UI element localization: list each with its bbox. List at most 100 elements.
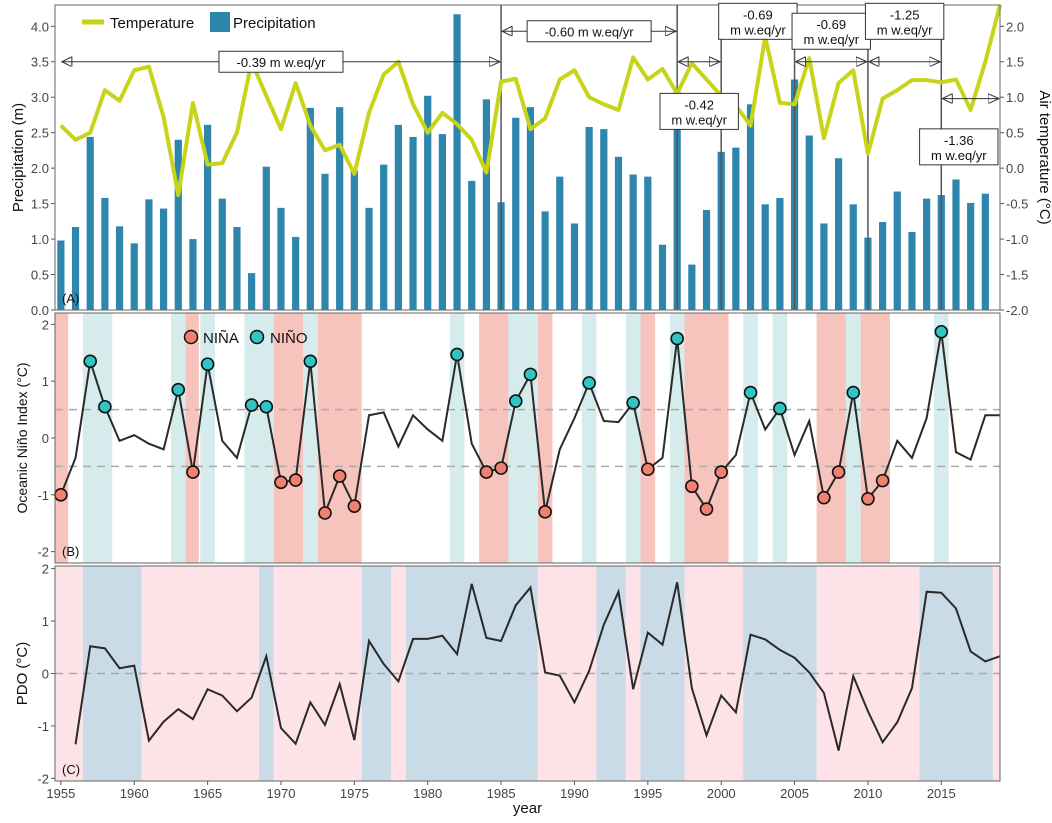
nina-point-2010 [861, 491, 875, 506]
nino-point-2004 [773, 401, 787, 416]
nino-point-1991 [582, 376, 596, 390]
precip-bar-1986 [512, 117, 520, 310]
legend-nina-swatch [183, 329, 199, 345]
precip-bar-2013 [908, 231, 916, 310]
trend-label-0: -0.39 m w.eq/yr [237, 55, 327, 70]
precip-bar-1971 [292, 236, 300, 310]
xtick-label: 2000 [707, 786, 736, 801]
precip-bar-1958 [101, 197, 109, 310]
trend-label-3: -0.69 [743, 7, 773, 22]
nino-band [669, 313, 685, 563]
legend-precip-label: Precipitation [233, 15, 316, 32]
xtick-label: 2010 [853, 786, 882, 801]
precip-bar-1976 [365, 207, 373, 310]
precip-bar-1974 [336, 107, 344, 311]
axes-layer [51, 4, 1004, 785]
panel-label-b: (B) [62, 544, 79, 559]
nino-band [625, 313, 641, 563]
precip-bar-2006 [805, 135, 813, 310]
nina-band [184, 313, 199, 563]
legend-nino-swatch [249, 329, 265, 345]
y2tick-label-a: -2.0 [1006, 303, 1028, 318]
nina-band [816, 313, 846, 563]
ytick-label-c: 2 [42, 562, 49, 577]
trend-label-1: -0.60 m w.eq/yr [545, 25, 635, 40]
nina-point-1955 [54, 488, 68, 502]
pdo-cool-band [273, 566, 362, 781]
trend-box-0 [218, 50, 344, 73]
y2tick-label-a: 1.0 [1006, 90, 1024, 105]
trend-label-5: -1.25 [890, 7, 920, 22]
precip-bar-1967 [233, 227, 241, 310]
precip-bar-1968 [248, 273, 256, 310]
precip-bar-2014 [923, 198, 931, 310]
nina-band [55, 313, 69, 563]
nina-point-1975 [347, 499, 362, 513]
nina-point-2000 [714, 465, 728, 479]
nina-point-1973 [318, 506, 332, 520]
xtick-label: 1955 [46, 786, 75, 801]
precip-bar-1959 [115, 226, 124, 310]
precip-bar-2001 [732, 147, 740, 310]
xtick-label: 1995 [633, 786, 662, 801]
precip-bar-1961 [145, 199, 153, 310]
precip-bar-1999 [702, 209, 711, 310]
y2tick-label-a: 0.0 [1006, 161, 1024, 176]
ytick-label-b: 2 [42, 317, 49, 332]
ytick-label-b: 0 [42, 431, 49, 446]
precip-bar-1979 [409, 136, 417, 310]
trend-label-2: -0.42 [684, 97, 714, 112]
precip-bar-1960 [130, 243, 138, 310]
nino-point-1968 [244, 398, 259, 412]
panel-frame-0 [54, 4, 1001, 311]
y2label-a: Air temperature (°C) [1036, 90, 1052, 224]
nino-band [82, 313, 113, 563]
nino-point-2002 [743, 385, 758, 400]
xtick-label: 1990 [560, 786, 589, 801]
ylabel-b: Oceanic Niño Index (°C) [14, 362, 30, 513]
trend-label-6: m w.eq/yr [931, 148, 987, 163]
precip-bar-2004 [776, 197, 784, 310]
nina-band [860, 313, 890, 563]
legend-nina-label: NIÑA [203, 330, 239, 347]
nina-point-1971 [288, 473, 303, 487]
nina-point-2008 [831, 465, 846, 479]
xtick-label: 2005 [780, 786, 809, 801]
precip-bar-1966 [218, 198, 226, 310]
trend-box-3 [718, 2, 798, 40]
xtick-label: 1985 [487, 786, 516, 801]
nino-band [581, 313, 597, 563]
trend-box-2 [659, 92, 739, 130]
nino-band [244, 313, 274, 563]
ytick-label-c: 0 [42, 667, 49, 682]
nino-band [302, 313, 318, 563]
y2tick-label-a: 0.5 [1006, 126, 1024, 141]
nino-band [743, 313, 758, 563]
trend-label-4: m w.eq/yr [803, 32, 859, 47]
precip-bar-2018 [981, 193, 989, 310]
precip-bar-1990 [570, 223, 579, 310]
precip-bar-1983 [468, 180, 476, 310]
nina-point-1984 [479, 465, 494, 479]
ytick-label-a: 4.0 [31, 19, 49, 34]
precip-bar-1972 [306, 107, 314, 310]
nino-point-1969 [259, 399, 274, 414]
ytick-label-a: 2.0 [31, 161, 49, 176]
precip-bar-1998 [688, 264, 696, 310]
nina-point-1970 [274, 475, 288, 490]
pdo-line [74, 582, 1001, 751]
precip-bar-1984 [482, 99, 491, 310]
nino-point-2015 [934, 324, 949, 339]
ytick-label-b: -1 [37, 488, 49, 503]
precip-bar-1962 [159, 208, 168, 310]
xtick-label: 1975 [340, 786, 369, 801]
xtick-label: 2015 [927, 786, 956, 801]
nina-point-2011 [875, 473, 890, 488]
ytick-label-a: 3.5 [31, 55, 49, 70]
ylabel-c: PDO (°C) [14, 642, 31, 706]
precip-bar-2012 [893, 191, 901, 310]
y2tick-label-a: -1.5 [1006, 268, 1028, 283]
legend-nino-label: NIÑO [270, 330, 308, 347]
ytick-label-b: -2 [37, 545, 49, 560]
